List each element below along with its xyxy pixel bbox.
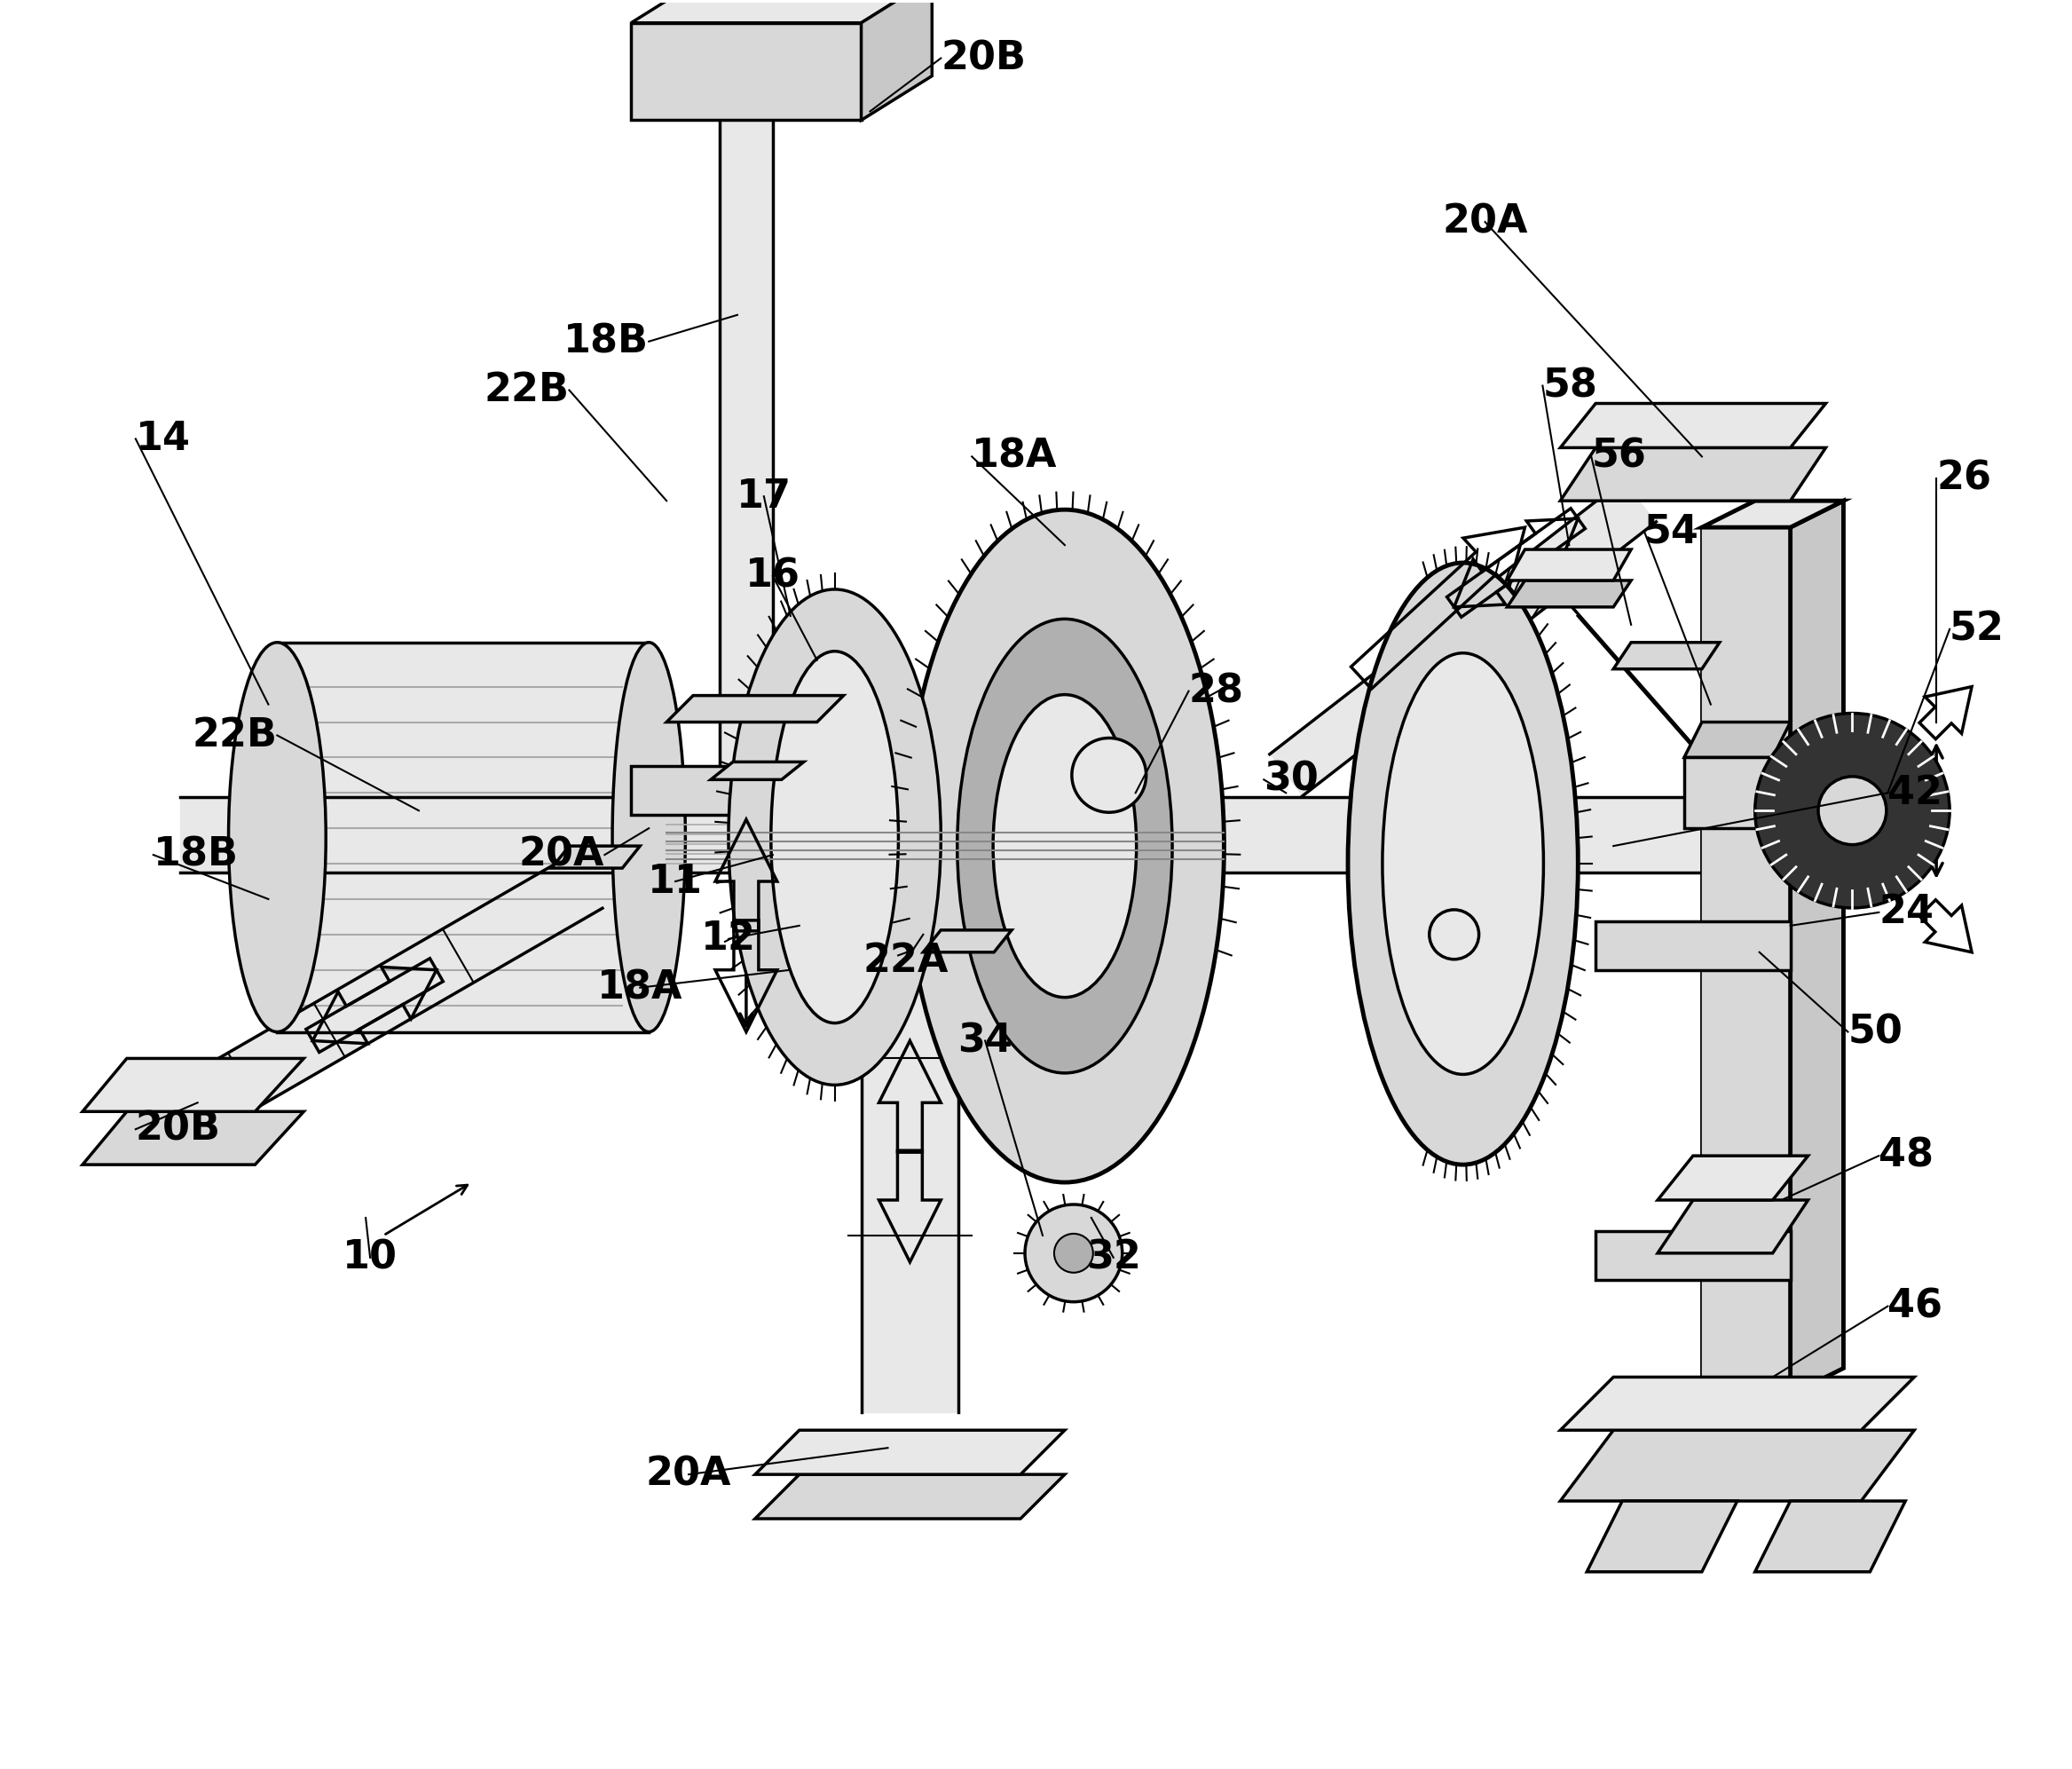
Text: 42: 42 <box>1888 773 1944 812</box>
Text: 20A: 20A <box>1442 203 1527 241</box>
Polygon shape <box>1560 1376 1915 1429</box>
Text: 20A: 20A <box>518 835 605 874</box>
Polygon shape <box>1506 580 1631 607</box>
Text: 30: 30 <box>1264 761 1318 798</box>
Text: 26: 26 <box>1937 460 1991 497</box>
Circle shape <box>1755 713 1950 907</box>
Ellipse shape <box>992 695 1135 998</box>
Polygon shape <box>924 930 1011 952</box>
Polygon shape <box>1506 550 1631 580</box>
Text: 14: 14 <box>135 419 191 458</box>
Polygon shape <box>1658 1155 1809 1199</box>
Text: 10: 10 <box>342 1238 398 1277</box>
Polygon shape <box>1790 501 1844 1394</box>
Text: 32: 32 <box>1086 1238 1142 1277</box>
Polygon shape <box>83 1058 305 1111</box>
Circle shape <box>1055 1233 1094 1272</box>
Text: 48: 48 <box>1879 1137 1933 1175</box>
Text: 56: 56 <box>1591 437 1645 476</box>
Polygon shape <box>1701 501 1844 527</box>
Ellipse shape <box>729 589 941 1084</box>
Polygon shape <box>551 846 640 869</box>
Circle shape <box>1071 738 1146 812</box>
Text: 20B: 20B <box>135 1111 222 1148</box>
Polygon shape <box>754 1429 1065 1474</box>
Polygon shape <box>632 0 932 23</box>
Polygon shape <box>632 766 862 816</box>
Ellipse shape <box>905 509 1225 1182</box>
Polygon shape <box>1560 403 1825 448</box>
Polygon shape <box>754 1474 1065 1520</box>
Polygon shape <box>1685 722 1790 757</box>
Ellipse shape <box>1382 653 1544 1074</box>
Text: 58: 58 <box>1542 366 1598 405</box>
Text: 22A: 22A <box>862 941 949 980</box>
Text: 20A: 20A <box>646 1456 731 1493</box>
Text: 17: 17 <box>736 478 792 515</box>
Circle shape <box>1819 777 1886 844</box>
Polygon shape <box>1614 642 1720 669</box>
Polygon shape <box>1595 1231 1790 1279</box>
Text: 18B: 18B <box>564 322 649 361</box>
Text: 22B: 22B <box>193 716 278 754</box>
Polygon shape <box>278 642 649 1031</box>
Text: 16: 16 <box>746 557 800 594</box>
Ellipse shape <box>228 642 325 1031</box>
Text: 28: 28 <box>1189 672 1243 709</box>
Circle shape <box>1026 1205 1123 1302</box>
Text: 20B: 20B <box>941 39 1026 78</box>
Text: 11: 11 <box>649 862 702 900</box>
Text: 50: 50 <box>1848 1014 1902 1051</box>
Polygon shape <box>711 762 804 780</box>
Text: 52: 52 <box>1950 610 2004 647</box>
Polygon shape <box>862 0 932 120</box>
Polygon shape <box>1560 1429 1915 1500</box>
Ellipse shape <box>613 642 686 1031</box>
Ellipse shape <box>1349 563 1579 1164</box>
Circle shape <box>1430 909 1479 959</box>
Polygon shape <box>83 1111 305 1164</box>
Text: 18A: 18A <box>972 437 1057 476</box>
Polygon shape <box>143 854 603 1157</box>
Text: 12: 12 <box>700 920 756 959</box>
Text: 18B: 18B <box>153 835 238 874</box>
Polygon shape <box>719 111 773 766</box>
Text: 22B: 22B <box>485 371 570 409</box>
Polygon shape <box>632 23 862 120</box>
Ellipse shape <box>771 651 899 1022</box>
Polygon shape <box>1685 757 1790 828</box>
Polygon shape <box>1587 1500 1736 1573</box>
Polygon shape <box>1755 1500 1906 1573</box>
Ellipse shape <box>957 619 1173 1074</box>
Text: 54: 54 <box>1645 513 1699 550</box>
Text: 18A: 18A <box>597 969 684 1007</box>
Polygon shape <box>1595 922 1790 969</box>
Polygon shape <box>1658 1199 1809 1252</box>
Text: 34: 34 <box>957 1022 1013 1060</box>
Text: 46: 46 <box>1888 1288 1944 1325</box>
Polygon shape <box>1270 479 1656 796</box>
Polygon shape <box>667 695 843 722</box>
Polygon shape <box>1560 448 1825 501</box>
Text: 24: 24 <box>1879 893 1933 932</box>
